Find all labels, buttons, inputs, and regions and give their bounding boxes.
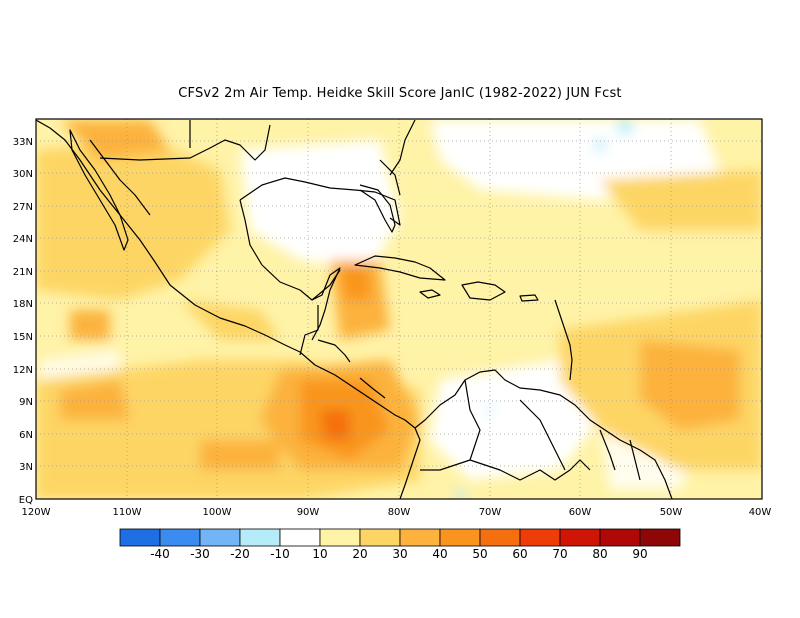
colorbar-swatch — [479, 528, 521, 547]
lat-label: EQ — [19, 495, 33, 506]
colorbar-label: 10 — [312, 547, 327, 561]
coastlines — [36, 119, 673, 499]
colorbar-swatch — [599, 528, 641, 547]
lat-label: 12N — [13, 365, 33, 376]
lon-label: 120W — [22, 507, 51, 518]
lat-label: 21N — [13, 267, 33, 278]
chart-title: CFSv2 2m Air Temp. Heidke Skill Score Ja… — [178, 86, 622, 101]
colorbar-swatch — [159, 528, 201, 547]
colorbar-swatch — [519, 528, 561, 547]
lat-label: 15N — [13, 332, 33, 343]
colorbar — [119, 528, 681, 547]
colorbar-label: -20 — [230, 547, 250, 561]
lon-label: 80W — [388, 507, 411, 518]
colorbar-swatch — [239, 528, 281, 547]
plot-frame — [35, 118, 763, 500]
lat-label: 33N — [13, 137, 33, 148]
colorbar-label: 90 — [632, 547, 647, 561]
colorbar-swatch — [319, 528, 361, 547]
colorbar-label: 60 — [512, 547, 527, 561]
colorbar-label: 30 — [392, 547, 407, 561]
lon-label: 100W — [203, 507, 232, 518]
lat-label: 24N — [13, 234, 33, 245]
colorbar-labels: -40 -30 -20 -10 10 20 30 40 50 60 70 80 … — [150, 547, 647, 561]
lon-axis: 120W 110W 100W 90W 80W 70W 60W 50W 40W — [22, 507, 772, 518]
lon-label: 110W — [113, 507, 142, 518]
lat-label: 30N — [13, 169, 33, 180]
colorbar-swatch — [559, 528, 601, 547]
colorbar-swatch — [279, 528, 321, 547]
lat-label: 3N — [19, 462, 33, 473]
colorbar-label: -10 — [270, 547, 290, 561]
skill-field — [36, 119, 762, 499]
colorbar-swatch — [199, 528, 241, 547]
lat-label: 27N — [13, 202, 33, 213]
colorbar-swatch — [359, 528, 401, 547]
colorbar-label: 40 — [432, 547, 447, 561]
lon-label: 90W — [297, 507, 320, 518]
grid-lines — [36, 119, 762, 499]
lon-label: 60W — [569, 507, 592, 518]
lon-label: 50W — [660, 507, 683, 518]
colorbar-swatch — [399, 528, 441, 547]
colorbar-swatch — [639, 528, 681, 547]
colorbar-label: -40 — [150, 547, 170, 561]
colorbar-swatch — [119, 528, 161, 547]
lat-axis: 33N 30N 27N 24N 21N 18N 15N 12N 9N 6N 3N… — [13, 137, 33, 506]
colorbar-label: 50 — [472, 547, 487, 561]
lat-label: 6N — [19, 430, 33, 441]
lat-label: 18N — [13, 299, 33, 310]
colorbar-swatch — [439, 528, 481, 547]
colorbar-label: -30 — [190, 547, 210, 561]
lat-label: 9N — [19, 397, 33, 408]
colorbar-label: 70 — [552, 547, 567, 561]
lon-label: 70W — [479, 507, 502, 518]
colorbar-label: 80 — [592, 547, 607, 561]
colorbar-label: 20 — [352, 547, 367, 561]
lon-label: 40W — [749, 507, 772, 518]
